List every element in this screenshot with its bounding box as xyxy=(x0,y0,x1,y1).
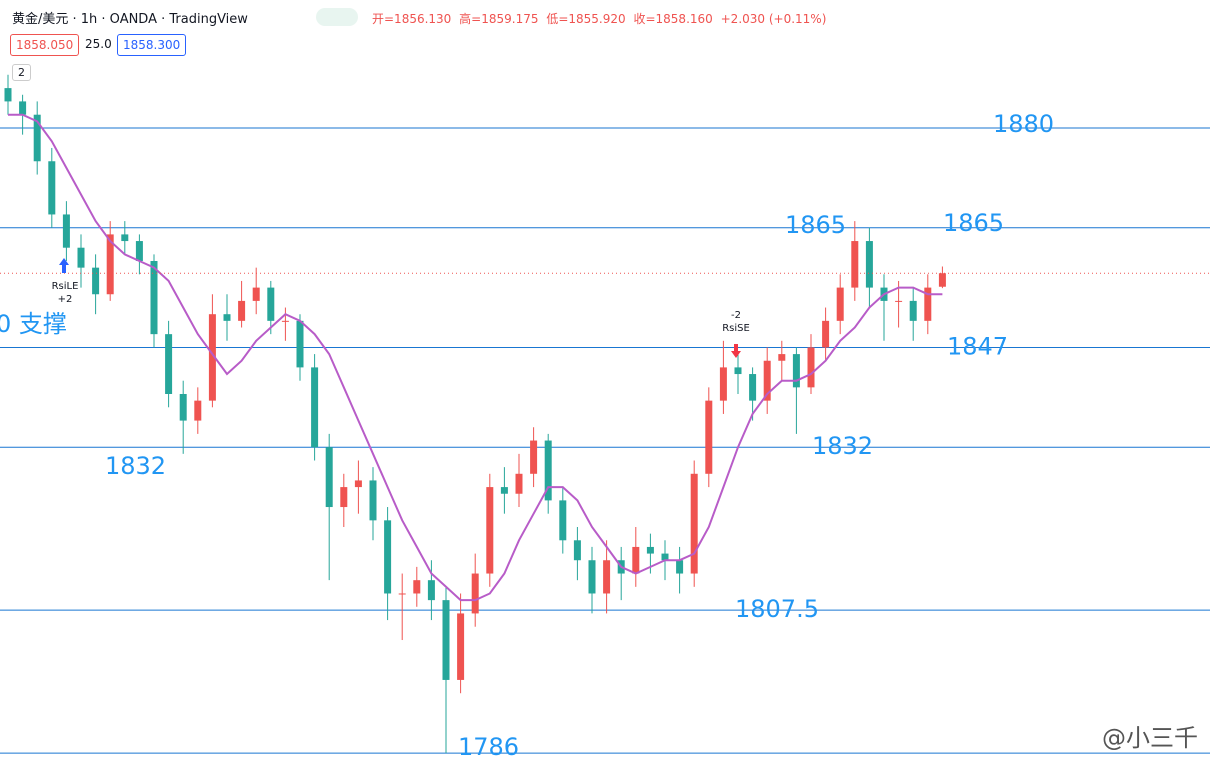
candle-body xyxy=(427,580,435,601)
candle-body xyxy=(208,314,216,401)
candle-body xyxy=(77,247,85,268)
candle-body xyxy=(325,447,333,508)
candle-body xyxy=(354,480,362,488)
candle-body xyxy=(807,347,815,388)
candle-body xyxy=(573,540,581,561)
candle-body xyxy=(792,354,800,388)
candle-body xyxy=(719,367,727,401)
candle-body xyxy=(398,593,406,595)
signal-qty: -2 xyxy=(731,310,741,321)
candle-body xyxy=(661,553,669,561)
candle-body xyxy=(544,440,552,501)
ohlc-readout: 开=1856.130 高=1859.175 低=1855.920 收=1858.… xyxy=(372,10,830,27)
candle-body xyxy=(19,101,27,115)
candle-body xyxy=(252,287,260,301)
candle-body xyxy=(603,560,611,594)
sell-arrow xyxy=(731,344,741,358)
level-label: 1865 xyxy=(785,211,846,239)
level-label: 1832 xyxy=(105,452,166,480)
candle-body xyxy=(48,161,56,215)
candle-body xyxy=(632,546,640,574)
sell-price[interactable]: 1858.050 xyxy=(10,34,80,56)
low: 低=1855.920 xyxy=(546,12,626,26)
candle-body xyxy=(646,546,654,554)
candle-body xyxy=(238,300,246,321)
close: 收=1858.160 xyxy=(633,12,713,26)
candle-body xyxy=(836,287,844,321)
signal-qty: +2 xyxy=(58,294,73,305)
candle-body xyxy=(179,393,187,421)
level-label: 1880 xyxy=(993,110,1054,138)
signal-label: RsiSE xyxy=(722,323,750,334)
candle-body xyxy=(311,367,319,448)
candle-body xyxy=(92,267,100,295)
candle-body xyxy=(865,241,873,288)
candle-body xyxy=(763,360,771,401)
candle-body xyxy=(340,487,348,508)
level-label: 1847 xyxy=(947,332,1008,360)
indicator-toggle[interactable]: 2 xyxy=(12,64,31,81)
level-label: 1786 xyxy=(458,733,519,761)
status-pill xyxy=(316,8,358,26)
candle-body xyxy=(690,473,698,574)
candle-body xyxy=(384,520,392,594)
watermark: @小三千 xyxy=(1102,724,1198,752)
candle-body xyxy=(194,400,202,421)
signal-label: RsiLE xyxy=(52,281,79,292)
candle-body xyxy=(223,314,231,321)
candle-body xyxy=(749,374,757,401)
candle-body xyxy=(413,580,421,594)
candle-body xyxy=(938,273,946,287)
candle-body xyxy=(676,560,684,574)
candle-body xyxy=(121,234,129,242)
candle-body xyxy=(267,287,275,321)
candle-body xyxy=(296,320,304,368)
candle-body xyxy=(486,487,494,574)
candle-body xyxy=(734,367,742,375)
candle-body xyxy=(135,241,143,261)
candle-body xyxy=(705,400,713,474)
level-label: 1832 xyxy=(812,432,873,460)
support-label: 0 支撑 xyxy=(0,310,67,338)
candle-body xyxy=(457,613,465,680)
candle-body xyxy=(559,500,567,541)
candle-body xyxy=(895,300,903,302)
candle-body xyxy=(500,487,508,494)
spread: 25.0 xyxy=(85,37,112,51)
candle-body xyxy=(822,320,830,348)
open: 开=1856.130 xyxy=(372,12,452,26)
change: +2.030 (+0.11%) xyxy=(720,12,827,26)
candle-body xyxy=(369,480,377,521)
level-label: 1865 xyxy=(943,209,1004,237)
candle-body xyxy=(281,320,289,322)
candle-body xyxy=(471,573,479,614)
buy-price[interactable]: 1858.300 xyxy=(117,34,187,56)
level-label: 1807.5 xyxy=(735,595,819,623)
moving-average xyxy=(8,113,943,602)
candle-body xyxy=(924,287,932,321)
candle-body xyxy=(106,234,114,295)
high: 高=1859.175 xyxy=(459,12,539,26)
candle-body xyxy=(442,600,450,680)
candle-body xyxy=(588,560,596,594)
candle-body xyxy=(62,214,70,248)
candle-body xyxy=(909,300,917,321)
candle-body xyxy=(33,114,41,162)
candle-body xyxy=(530,440,538,474)
symbol-title: 黄金/美元 · 1h · OANDA · TradingView xyxy=(12,12,248,27)
candle-body xyxy=(165,334,173,394)
candle-body xyxy=(851,241,859,288)
candle-body xyxy=(778,354,786,361)
candle-body xyxy=(4,88,12,102)
buy-arrow xyxy=(59,258,69,273)
candle-body xyxy=(515,473,523,494)
candle-body xyxy=(150,261,158,335)
